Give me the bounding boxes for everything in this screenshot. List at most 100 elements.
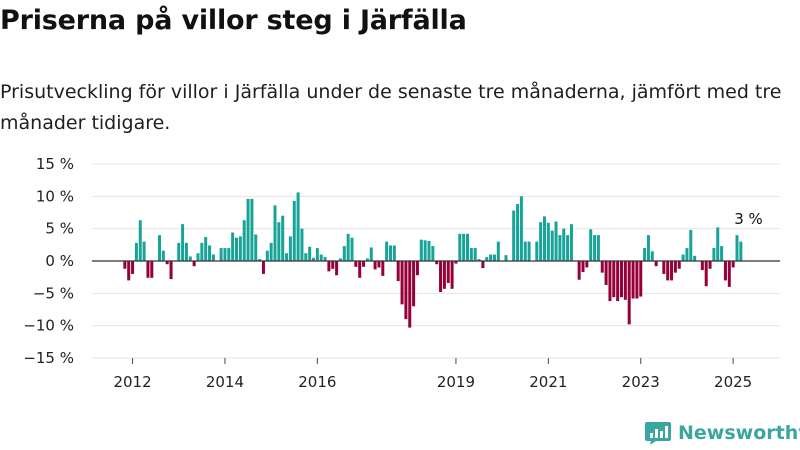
newsworthy-logo-text: Newsworthy [678,422,800,444]
bar [604,261,608,285]
bar [219,248,223,261]
gridlines [92,163,780,359]
bar [281,215,285,261]
bar [231,232,235,261]
chart-title: Priserna på villor steg i Järfälla [0,5,467,36]
bar [662,261,666,274]
bar [312,257,315,261]
bar [616,261,620,302]
bar [238,236,242,261]
bar [600,261,604,273]
bar [400,261,404,305]
bar [408,261,412,328]
bar [458,233,462,261]
bar [704,261,708,287]
bar [566,235,570,261]
bar [620,261,623,298]
bar [492,254,496,261]
y-tick-label: −5 % [33,284,74,302]
bar [192,261,196,267]
x-tick-label: 2023 [622,373,660,391]
bar [169,261,173,280]
bar [423,240,427,261]
bar [543,216,546,261]
y-tick-label: 0 % [45,252,74,270]
bar [612,261,616,298]
bar [134,242,138,261]
x-axis: 2012 2014 2016 2019 2021 2023 2025 [113,358,752,391]
bar [342,246,346,261]
bar [381,261,385,276]
bar [673,261,677,273]
bar [150,261,154,278]
bar [454,261,458,264]
bar [677,261,681,269]
bar [419,239,423,261]
bar [254,234,258,261]
bar [646,235,650,261]
bar [165,261,169,265]
bar [562,228,566,261]
bar [435,261,439,265]
bar [335,261,339,276]
bar [273,205,277,261]
bar [700,261,704,271]
bar [727,261,731,287]
x-tick-label: 2012 [113,373,151,391]
bar [431,246,435,261]
bar [554,221,558,261]
bar [535,241,539,261]
bar [365,258,369,261]
bar [685,248,689,261]
bar [304,253,308,261]
bar [288,236,292,261]
bar [142,241,146,261]
bar [258,259,262,261]
y-tick-label: −15 % [23,349,74,367]
bar [412,261,416,307]
bar [250,198,254,261]
bar [735,235,739,261]
bar [261,261,265,274]
bar [188,256,192,261]
bar [466,233,469,261]
bar [196,253,200,261]
bar [354,261,358,267]
bar [138,220,142,261]
x-tick-label: 2019 [437,373,475,391]
bar [693,255,697,261]
bar [581,261,585,272]
latest-value-label: 3 % [734,210,763,228]
bar [643,248,647,261]
newsworthy-logo: Newsworthy [644,419,800,447]
bar [635,261,639,299]
bar [596,235,600,261]
bar [161,250,165,261]
y-tick-label: 5 % [45,220,74,238]
bar [277,222,281,261]
bar [377,261,381,268]
bar [200,242,204,261]
bar [569,224,573,261]
bar [477,259,481,261]
bar [731,261,735,268]
bar [177,242,181,261]
bar [242,220,246,261]
bar [650,251,654,261]
bar [158,235,161,261]
bar [496,241,500,261]
x-tick-label: 2014 [206,373,244,391]
bar [204,237,208,261]
bar [131,261,135,274]
bar [415,261,419,276]
bar [666,261,670,281]
bar [123,261,127,269]
y-tick-label: 10 % [36,187,74,205]
bar [338,258,342,261]
bar [358,261,362,278]
bar [504,255,508,261]
bar [327,261,331,272]
bar [489,254,493,261]
bar [639,261,643,297]
bar [723,261,727,281]
